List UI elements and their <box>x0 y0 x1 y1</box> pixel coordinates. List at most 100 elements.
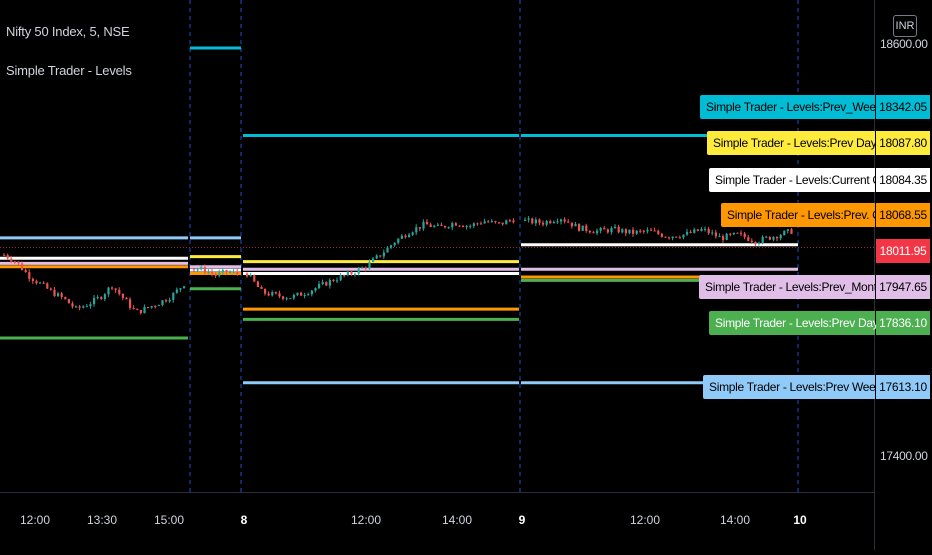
candle <box>487 220 490 223</box>
candle <box>325 281 328 286</box>
level-price-day-high: 18087.80 <box>876 131 930 155</box>
candle <box>549 219 552 225</box>
candle <box>711 229 714 236</box>
candle <box>610 226 613 235</box>
candle <box>415 224 418 236</box>
candle <box>175 287 178 294</box>
candle <box>264 288 267 296</box>
time-axis-label: 12:00 <box>629 513 661 527</box>
candle <box>508 219 511 223</box>
time-axis-label: 15:00 <box>153 513 185 527</box>
candle <box>246 272 249 278</box>
candle <box>465 225 468 230</box>
candle <box>472 222 475 229</box>
candle <box>21 261 24 271</box>
candle <box>740 230 743 236</box>
candle <box>722 234 725 243</box>
candle <box>6 253 9 261</box>
time-axis-label: 9 <box>518 513 526 527</box>
candle <box>556 218 559 224</box>
candle <box>642 229 645 234</box>
candle <box>779 233 782 241</box>
time-axis-label: 8 <box>240 513 248 527</box>
time-axis-label: 14:00 <box>719 513 751 527</box>
candle <box>256 280 259 288</box>
level-price-current-open: 18084.35 <box>876 168 930 192</box>
candle <box>714 229 717 239</box>
candle <box>211 268 214 277</box>
candle <box>790 228 793 235</box>
candle <box>686 228 689 236</box>
candle <box>332 278 335 283</box>
candle <box>129 297 132 311</box>
currency-badge[interactable]: INR <box>893 15 917 37</box>
candle <box>440 222 443 227</box>
candle <box>336 277 339 283</box>
candle <box>480 221 483 225</box>
candle <box>578 223 581 232</box>
candle <box>534 217 537 226</box>
candle <box>93 294 96 307</box>
candle <box>614 224 617 229</box>
candle <box>172 291 175 303</box>
candle <box>35 279 38 285</box>
candle <box>599 227 602 234</box>
candle <box>357 266 360 276</box>
symbol-title[interactable]: Nifty 50 Index, 5, NSE <box>6 24 130 39</box>
candle <box>650 227 653 231</box>
candle <box>408 232 411 238</box>
candle <box>574 221 577 227</box>
candle <box>296 292 299 297</box>
candle <box>454 222 457 226</box>
candle <box>552 220 555 224</box>
candle <box>617 224 620 234</box>
indicator-title[interactable]: Simple Trader - Levels <box>6 63 132 78</box>
candle <box>150 305 153 309</box>
candle <box>422 219 425 231</box>
candle <box>271 290 274 297</box>
candle <box>476 222 479 226</box>
candle <box>289 298 292 300</box>
candle <box>168 297 171 303</box>
candle <box>118 287 121 296</box>
candle <box>368 259 371 271</box>
candle <box>31 277 34 284</box>
candle <box>343 274 346 278</box>
candle <box>64 296 67 300</box>
candle <box>96 295 99 300</box>
candle <box>274 291 277 295</box>
candle <box>100 296 103 301</box>
candle <box>498 222 501 224</box>
candle <box>700 226 703 232</box>
candle <box>78 305 81 311</box>
candle <box>71 301 74 309</box>
candle <box>397 238 400 245</box>
candle <box>542 220 545 227</box>
candle <box>776 236 779 242</box>
candle <box>411 231 414 237</box>
candle <box>585 223 588 233</box>
candle <box>300 291 303 296</box>
candle <box>303 292 306 299</box>
candle <box>603 225 606 230</box>
candle <box>783 230 786 236</box>
level-price-day-low: 17836.10 <box>876 311 930 335</box>
level-label-day-low: Simple Trader - Levels:Prev Day Low <box>709 311 903 335</box>
candle <box>444 225 447 229</box>
candle <box>754 241 757 247</box>
candle <box>165 298 168 303</box>
candle <box>596 228 599 236</box>
candle <box>278 290 281 299</box>
candle <box>82 305 85 309</box>
candle <box>696 229 699 232</box>
candle <box>125 297 128 300</box>
candle <box>253 274 256 283</box>
candle <box>581 225 584 231</box>
candle <box>772 236 775 242</box>
candle <box>372 257 375 263</box>
candle <box>17 261 20 265</box>
candle <box>350 269 353 276</box>
candle <box>364 266 367 272</box>
